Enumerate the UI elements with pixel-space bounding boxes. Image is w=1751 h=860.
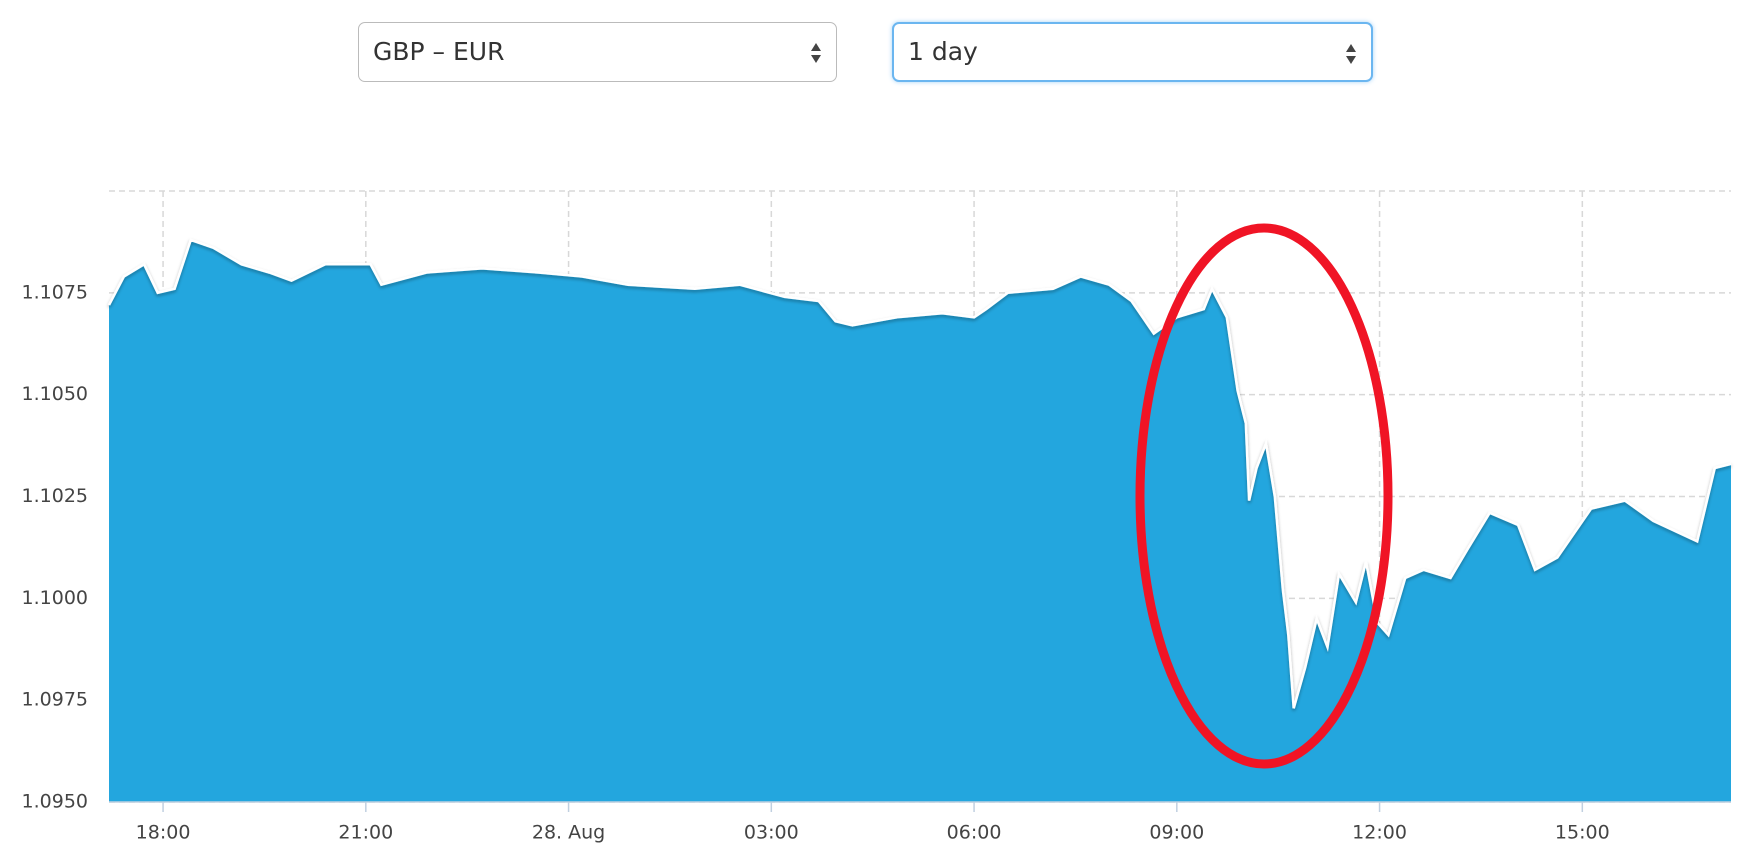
x-tick-label: 15:00 [1555,822,1610,844]
pair-select[interactable]: GBP – EUR [358,22,837,82]
x-tick-label: 21:00 [338,822,393,844]
y-tick-label: 1.0975 [22,689,88,711]
y-tick-label: 1.1050 [22,383,88,405]
highlight-ellipse [1135,223,1393,769]
select-arrows [811,43,821,63]
x-tick-label: 18:00 [136,822,191,844]
period-select-value: 1 day [908,37,978,66]
select-arrows [1346,44,1356,64]
y-tick-label: 1.1025 [22,485,88,507]
x-tick-label: 06:00 [947,822,1002,844]
y-tick-label: 1.0950 [22,791,88,813]
line [107,238,1732,709]
x-tick-label: 03:00 [744,822,799,844]
pair-select-value: GBP – EUR [373,37,505,66]
y-tick-label: 1.1000 [22,587,88,609]
y-tick-label: 1.1075 [22,281,88,303]
x-tick-label: 12:00 [1352,822,1407,844]
x-tick-label: 09:00 [1149,822,1204,844]
period-select[interactable]: 1 day [892,22,1373,82]
x-tick-label: 28. Aug [532,822,605,844]
area [109,239,1731,802]
